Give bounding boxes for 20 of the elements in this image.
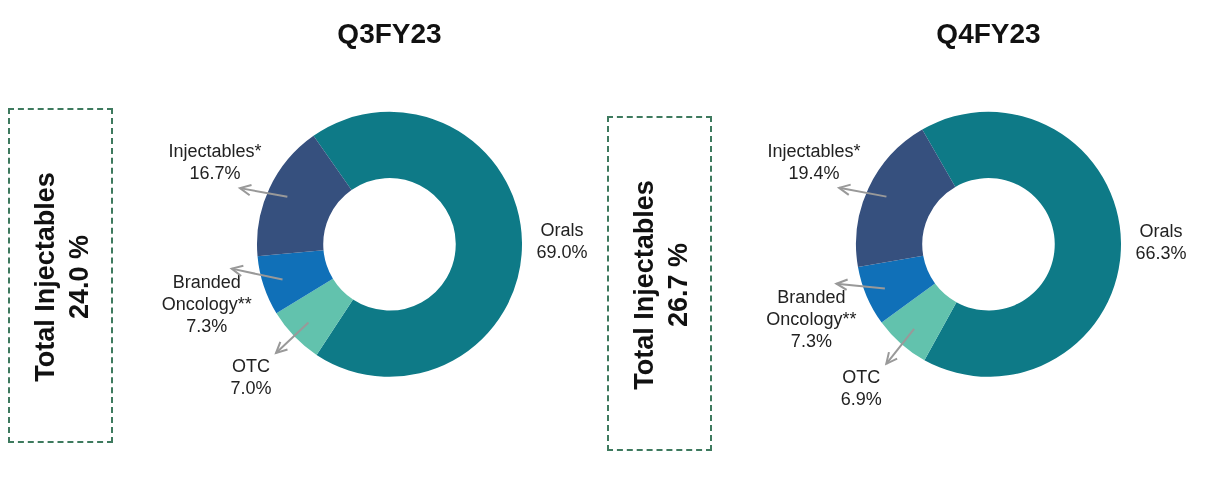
slice-label: Injectables* [168, 141, 262, 162]
chart-title: Q3FY23 [337, 17, 442, 49]
data-label: 19.4% [788, 162, 840, 183]
slice-label: OTC [232, 355, 271, 376]
data-label: 7.3% [186, 315, 228, 336]
data-label: 69.0% [536, 241, 588, 262]
data-label: 16.7% [189, 163, 241, 184]
chart-title: Q4FY23 [936, 17, 1041, 49]
slice-label: Orals [540, 219, 584, 240]
slice-label: Branded Oncology** [161, 271, 252, 314]
slice-label: Branded Oncology** [766, 286, 857, 329]
data-label: 7.0% [230, 377, 272, 398]
data-label: 66.3% [1135, 242, 1187, 263]
text: Total Injectables 26.7 % [628, 179, 694, 392]
slice-label: Injectables* [767, 140, 861, 161]
data-label: 6.9% [840, 388, 882, 409]
slice-label: Orals [1139, 220, 1183, 241]
data-label: 7.3% [790, 330, 832, 351]
text: Total Injectables 24.0 % [29, 171, 95, 384]
slice-label: OTC [842, 366, 881, 387]
